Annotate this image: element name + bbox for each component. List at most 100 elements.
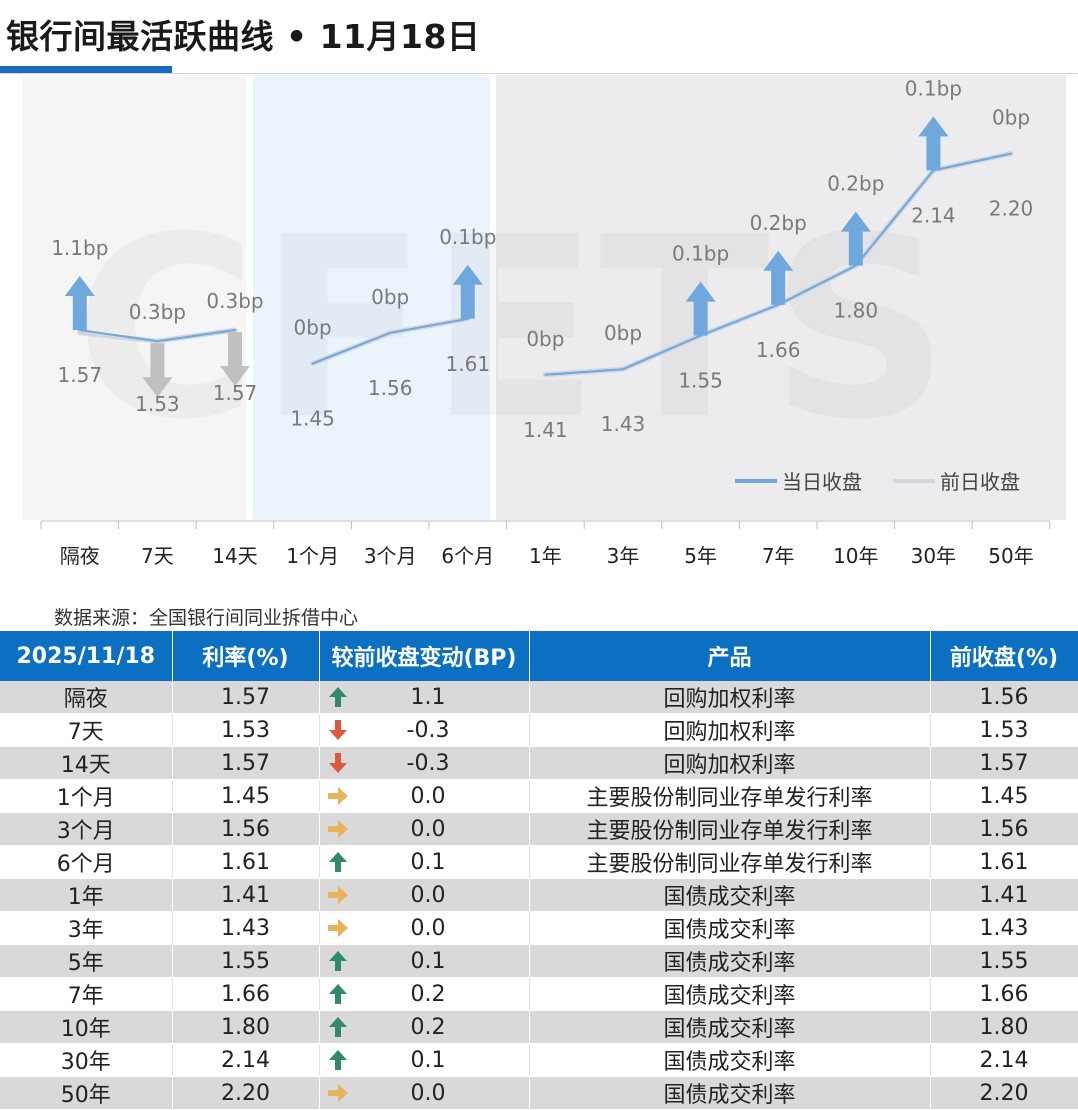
title-divider bbox=[0, 73, 1078, 74]
header-rate: 利率(%) bbox=[172, 631, 320, 681]
change-label: 0bp bbox=[526, 327, 564, 351]
x-tick-label: 7天 bbox=[141, 544, 174, 568]
change-value: 0.1 bbox=[410, 1047, 446, 1073]
cell-term: 3年 bbox=[0, 911, 173, 945]
cell-term: 6个月 bbox=[0, 845, 173, 879]
cell-product: 回购加权利率 bbox=[529, 746, 931, 780]
change-label: 1.1bp bbox=[51, 236, 108, 260]
cell-prev-close: 2.20 bbox=[930, 1076, 1078, 1110]
cell-product: 主要股份制同业存单发行利率 bbox=[529, 779, 931, 813]
up-arrow-icon bbox=[328, 852, 347, 872]
table-row: 30年 2.14 0.1 国债成交利率 2.14 bbox=[0, 1043, 1078, 1077]
table-header-row: 2025/11/18 利率(%) 较前收盘变动(BP) 产品 前收盘(%) bbox=[0, 631, 1078, 681]
cell-prev-close: 1.56 bbox=[930, 681, 1078, 714]
change-value: 1.1 bbox=[410, 684, 446, 710]
table-row: 7年 1.66 0.2 国债成交利率 1.66 bbox=[0, 977, 1078, 1011]
cell-change: 0.2 bbox=[319, 977, 530, 1011]
cell-prev-close: 1.56 bbox=[930, 812, 1078, 846]
table-row: 隔夜 1.57 1.1 回购加权利率 1.56 bbox=[0, 681, 1078, 714]
cell-prev-close: 1.41 bbox=[930, 878, 1078, 912]
cell-term: 1年 bbox=[0, 878, 173, 912]
cell-prev-close: 1.55 bbox=[930, 944, 1078, 978]
up-arrow-icon bbox=[328, 1050, 347, 1070]
value-label: 2.20 bbox=[989, 197, 1034, 221]
change-label: 0bp bbox=[371, 285, 409, 309]
cell-term: 7年 bbox=[0, 977, 173, 1011]
cell-term: 3个月 bbox=[0, 812, 173, 846]
cell-term: 14天 bbox=[0, 746, 173, 780]
up-arrow-icon bbox=[840, 211, 871, 266]
value-label: 1.43 bbox=[601, 412, 646, 436]
legend-label-current: 当日收盘 bbox=[782, 470, 862, 494]
down-arrow-icon bbox=[220, 332, 250, 386]
cell-change: 0.0 bbox=[319, 1076, 530, 1110]
change-value: 0.0 bbox=[410, 1080, 446, 1106]
cell-prev-close: 1.53 bbox=[930, 713, 1078, 747]
series-line-current bbox=[311, 317, 469, 365]
cell-rate: 1.43 bbox=[172, 911, 320, 945]
cell-product: 国债成交利率 bbox=[529, 1010, 931, 1044]
table-row: 3年 1.43 0.0 国债成交利率 1.43 bbox=[0, 911, 1078, 945]
change-value: -0.3 bbox=[406, 717, 450, 743]
down-arrow-icon bbox=[328, 753, 347, 773]
x-tick-label: 6个月 bbox=[441, 544, 494, 568]
cell-prev-close: 2.14 bbox=[930, 1043, 1078, 1077]
cell-rate: 1.61 bbox=[172, 845, 320, 879]
table-row: 5年 1.55 0.1 国债成交利率 1.55 bbox=[0, 944, 1078, 978]
cell-product: 国债成交利率 bbox=[529, 911, 931, 945]
change-value: 0.2 bbox=[410, 981, 446, 1007]
cell-term: 1个月 bbox=[0, 779, 173, 813]
table-row: 1年 1.41 0.0 国债成交利率 1.41 bbox=[0, 878, 1078, 912]
cell-change: 0.1 bbox=[319, 1043, 530, 1077]
up-arrow-icon bbox=[328, 687, 347, 707]
table-row: 6个月 1.61 0.1 主要股份制同业存单发行利率 1.61 bbox=[0, 845, 1078, 879]
cell-prev-close: 1.45 bbox=[930, 779, 1078, 813]
cell-prev-close: 1.80 bbox=[930, 1010, 1078, 1044]
legend-label-previous: 前日收盘 bbox=[940, 470, 1020, 494]
cell-product: 主要股份制同业存单发行利率 bbox=[529, 845, 931, 879]
cell-product: 国债成交利率 bbox=[529, 1076, 931, 1110]
data-source-note: 数据来源：全国银行间同业拆借中心 bbox=[54, 607, 359, 629]
value-label: 1.57 bbox=[58, 363, 103, 387]
x-tick-label: 3年 bbox=[607, 544, 640, 568]
table-row: 7天 1.53 -0.3 回购加权利率 1.53 bbox=[0, 713, 1078, 747]
cell-product: 回购加权利率 bbox=[529, 681, 931, 714]
up-arrow-icon bbox=[452, 264, 483, 319]
change-label: 0bp bbox=[992, 106, 1030, 130]
value-label: 1.80 bbox=[834, 299, 879, 323]
cell-change: 0.1 bbox=[319, 944, 530, 978]
header-change: 较前收盘变动(BP) bbox=[319, 631, 530, 681]
cell-change: -0.3 bbox=[319, 746, 530, 780]
table-body: 隔夜 1.57 1.1 回购加权利率 1.56 7天 1.53 -0.3 回购加权利率 1.53 1… bbox=[0, 681, 1078, 1110]
right-arrow-icon bbox=[327, 820, 348, 838]
change-value: 0.2 bbox=[410, 1014, 446, 1040]
cell-change: -0.3 bbox=[319, 713, 530, 747]
table-row: 14天 1.57 -0.3 回购加权利率 1.57 bbox=[0, 746, 1078, 780]
value-label: 1.53 bbox=[135, 392, 180, 416]
cell-change: 0.0 bbox=[319, 878, 530, 912]
x-tick-label: 隔夜 bbox=[60, 544, 100, 568]
cell-change: 0.0 bbox=[319, 911, 530, 945]
up-arrow-icon bbox=[328, 1017, 347, 1037]
cell-term: 隔夜 bbox=[0, 681, 173, 714]
cell-product: 主要股份制同业存单发行利率 bbox=[529, 812, 931, 846]
change-label: 0.2bp bbox=[827, 172, 884, 196]
cell-term: 7天 bbox=[0, 713, 173, 747]
change-label: 0bp bbox=[294, 316, 332, 340]
cell-product: 国债成交利率 bbox=[529, 944, 931, 978]
change-value: 0.1 bbox=[410, 849, 446, 875]
cell-prev-close: 1.57 bbox=[930, 746, 1078, 780]
x-tick-label: 14天 bbox=[212, 544, 257, 568]
change-label: 0.3bp bbox=[206, 289, 263, 313]
table-row: 3个月 1.56 0.0 主要股份制同业存单发行利率 1.56 bbox=[0, 812, 1078, 846]
cell-change: 1.1 bbox=[319, 681, 530, 714]
value-label: 2.14 bbox=[911, 203, 956, 227]
up-arrow-icon bbox=[763, 250, 794, 305]
change-value: -0.3 bbox=[406, 750, 450, 776]
cell-rate: 1.66 bbox=[172, 977, 320, 1011]
change-value: 0.0 bbox=[410, 882, 446, 908]
value-label: 1.41 bbox=[523, 418, 568, 442]
chart-watermark: CFETS bbox=[74, 183, 950, 474]
cell-rate: 1.57 bbox=[172, 746, 320, 780]
value-label: 1.45 bbox=[290, 407, 335, 431]
